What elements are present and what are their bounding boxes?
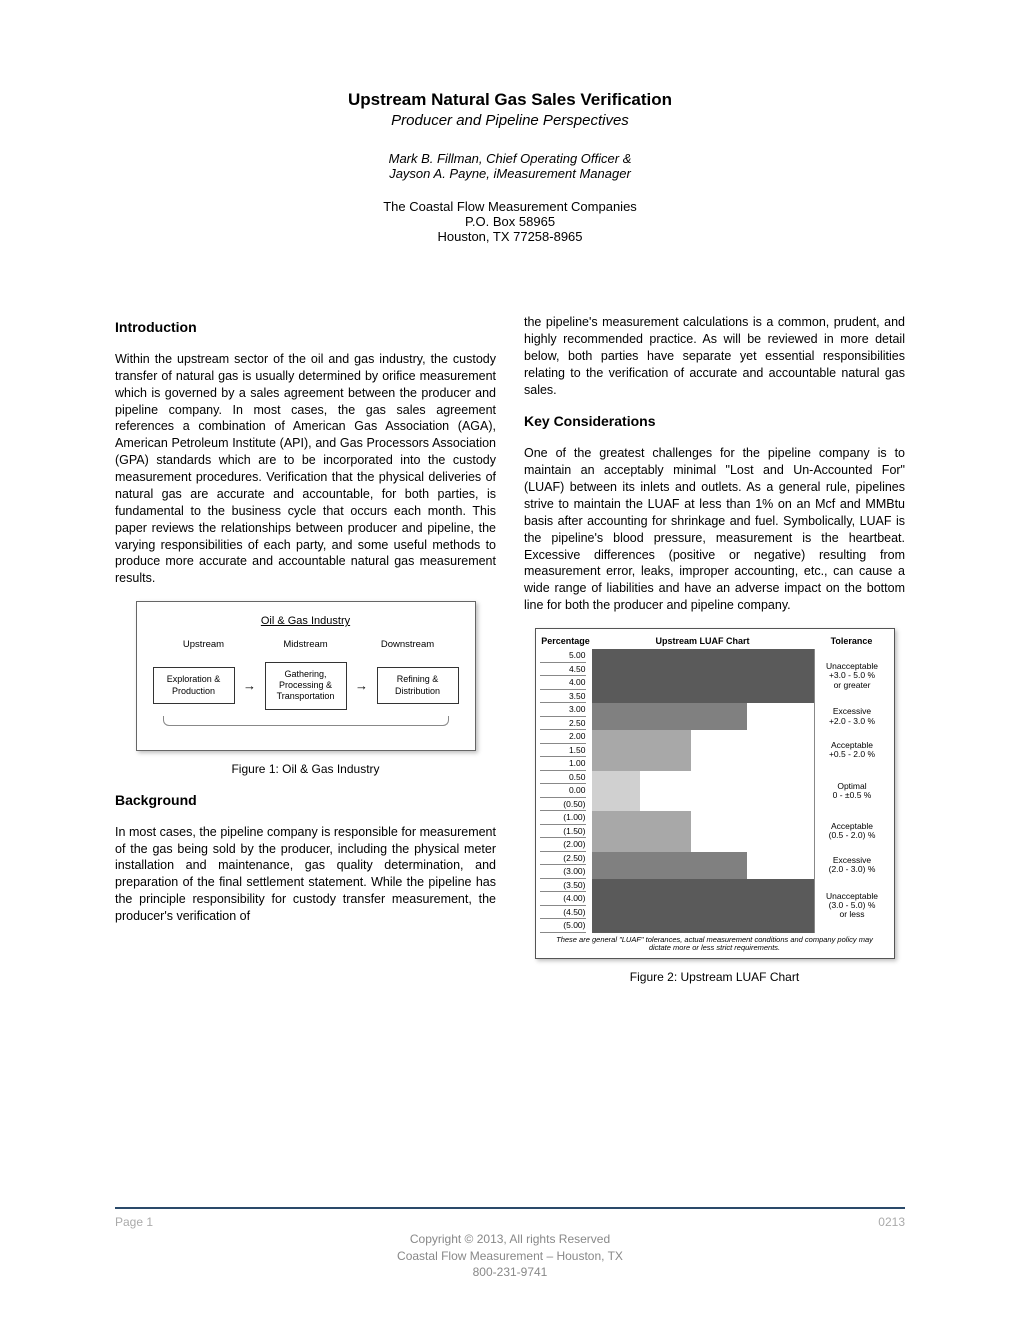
arrow-icon: → (351, 677, 372, 695)
two-column-body: Introduction Within the upstream sector … (115, 314, 905, 999)
page-number: Page 1 (115, 1215, 153, 1229)
fig2-pct-label: 1.50 (540, 744, 586, 758)
author-line-2: Jayson A. Payne, iMeasurement Manager (115, 166, 905, 181)
fig1-brace (163, 716, 449, 726)
fig2-tol-range: (2.0 - 3.0) % (817, 865, 888, 874)
fig2-bar (592, 852, 747, 879)
figure-1-diagram: Oil & Gas Industry Upstream Midstream Do… (136, 601, 476, 750)
fig2-bar (592, 730, 692, 771)
col2-continuation: the pipeline's measurement calculations … (524, 314, 905, 398)
fig2-tolerance-item: Excessive+2.0 - 3.0 % (814, 703, 890, 730)
right-column: the pipeline's measurement calculations … (524, 314, 905, 999)
figure-1-labels-row: Upstream Midstream Downstream (153, 639, 459, 652)
fig2-tolerance-item: Unacceptable(3.0 - 5.0) %or less (814, 879, 890, 933)
fig2-tolerance-item: Acceptable+0.5 - 2.0 % (814, 730, 890, 771)
figure-2-caption: Figure 2: Upstream LUAF Chart (524, 969, 905, 985)
fig1-label-upstream: Upstream (153, 639, 255, 652)
figure-1-caption: Figure 1: Oil & Gas Industry (115, 761, 496, 777)
fig2-tol-range: 0 - ±0.5 % (817, 791, 888, 800)
left-column: Introduction Within the upstream sector … (115, 314, 496, 999)
fig2-pct-label: 1.00 (540, 757, 586, 771)
fig2-bar (592, 771, 641, 812)
fig2-tol-range: (0.5 - 2.0) % (817, 831, 888, 840)
fig2-header-row: Percentage Upstream LUAF Chart Tolerance (540, 633, 890, 649)
fig2-pct-label: 0.50 (540, 771, 586, 785)
footer-phone: 800-231-9741 (115, 1264, 905, 1280)
intro-heading: Introduction (115, 318, 496, 337)
org-name: The Coastal Flow Measurement Companies (115, 199, 905, 214)
background-paragraph: In most cases, the pipeline company is r… (115, 824, 496, 925)
fig2-footnote: These are general "LUAF" tolerances, act… (540, 933, 890, 954)
fig2-tolerance-item: Unacceptable+3.0 - 5.0 %or greater (814, 649, 890, 703)
fig2-pct-label: (3.50) (540, 879, 586, 893)
fig2-pct-label: 4.50 (540, 663, 586, 677)
footer-code: 0213 (878, 1215, 905, 1229)
fig1-cell-gathering: Gathering, Processing & Transportation (265, 662, 347, 710)
fig2-tol-range: +2.0 - 3.0 % (817, 717, 888, 726)
fig1-label-midstream: Midstream (255, 639, 357, 652)
intro-paragraph: Within the upstream sector of the oil an… (115, 351, 496, 587)
fig2-header-chart: Upstream LUAF Chart (592, 635, 814, 647)
document-title: Upstream Natural Gas Sales Verification (115, 90, 905, 110)
fig2-header-percentage: Percentage (540, 635, 592, 647)
fig2-bar (592, 649, 814, 703)
fig2-bar (592, 879, 814, 933)
fig2-body: 5.004.504.003.503.002.502.001.501.000.50… (540, 649, 890, 933)
footer-top-row: Page 1 0213 (115, 1215, 905, 1229)
fig1-label-downstream: Downstream (357, 639, 459, 652)
fig2-pct-label: (1.50) (540, 825, 586, 839)
fig2-header-tolerance: Tolerance (814, 635, 890, 647)
fig2-pct-label: (1.00) (540, 811, 586, 825)
org-addr-1: P.O. Box 58965 (115, 214, 905, 229)
background-heading: Background (115, 791, 496, 810)
fig2-tolerance-item: Optimal0 - ±0.5 % (814, 771, 890, 812)
fig2-pct-label: 4.00 (540, 676, 586, 690)
figure-2-luaf-chart: Percentage Upstream LUAF Chart Tolerance… (535, 628, 895, 959)
figure-1-cells-row: Exploration & Production → Gathering, Pr… (153, 662, 459, 710)
fig1-cell-refining: Refining & Distribution (377, 667, 459, 704)
fig2-bars-area (592, 649, 814, 933)
fig2-tolerance-item: Acceptable(0.5 - 2.0) % (814, 811, 890, 852)
author-line-1: Mark B. Fillman, Chief Operating Officer… (115, 151, 905, 166)
key-considerations-paragraph: One of the greatest challenges for the p… (524, 445, 905, 614)
fig2-pct-label: 5.00 (540, 649, 586, 663)
fig2-tolerance-list: Unacceptable+3.0 - 5.0 %or greaterExcess… (814, 649, 890, 933)
fig2-tol-range: +0.5 - 2.0 % (817, 750, 888, 759)
fig1-cell-exploration: Exploration & Production (153, 667, 235, 704)
fig2-pct-label: (4.00) (540, 892, 586, 906)
fig2-pct-label: (3.00) (540, 865, 586, 879)
fig2-bar (592, 703, 747, 730)
fig2-pct-label: 3.00 (540, 703, 586, 717)
fig2-pct-label: 3.50 (540, 690, 586, 704)
footer-company: Coastal Flow Measurement – Houston, TX (115, 1248, 905, 1264)
fig2-pct-label: 0.00 (540, 784, 586, 798)
fig2-tol-extra: or greater (817, 681, 888, 690)
org-addr-2: Houston, TX 77258-8965 (115, 229, 905, 244)
fig2-tol-extra: or less (817, 910, 888, 919)
fig2-pct-label: (4.50) (540, 906, 586, 920)
fig2-pct-label: (5.00) (540, 919, 586, 933)
fig2-pct-label: (2.50) (540, 852, 586, 866)
fig2-bar (592, 811, 692, 852)
key-considerations-heading: Key Considerations (524, 412, 905, 431)
figure-1-title: Oil & Gas Industry (153, 614, 459, 629)
footer-copyright: Copyright © 2013, All rights Reserved (115, 1231, 905, 1247)
fig2-pct-label: (0.50) (540, 798, 586, 812)
document-subtitle: Producer and Pipeline Perspectives (115, 112, 905, 129)
arrow-icon: → (239, 677, 260, 695)
fig2-pct-label: (2.00) (540, 838, 586, 852)
fig2-pct-label: 2.00 (540, 730, 586, 744)
fig2-pct-label: 2.50 (540, 717, 586, 731)
fig2-tolerance-item: Excessive(2.0 - 3.0) % (814, 852, 890, 879)
header-block: Upstream Natural Gas Sales Verification … (115, 90, 905, 244)
fig2-percentage-list: 5.004.504.003.503.002.502.001.501.000.50… (540, 649, 592, 933)
page-footer: Page 1 0213 Copyright © 2013, All rights… (115, 1207, 905, 1280)
